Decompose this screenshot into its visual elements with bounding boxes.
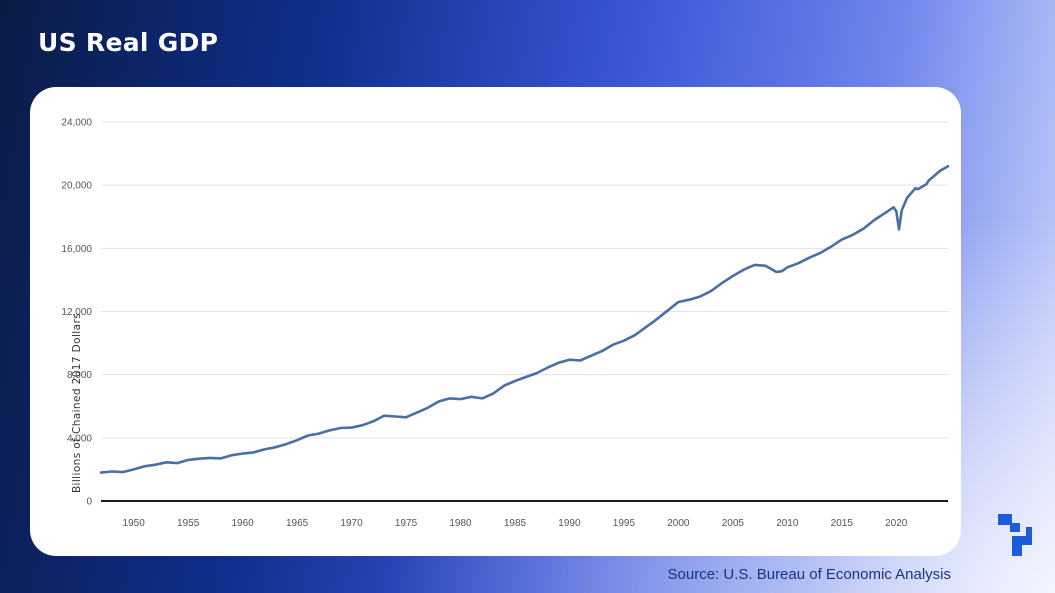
y-tick-label: 8,000 — [67, 370, 92, 381]
y-axis-label: Billions of Chained 2017 Dollars — [71, 312, 83, 494]
y-tick-label: 16,000 — [61, 244, 92, 255]
chart-card: 0 4,000 8,000 12,000 16,000 20,000 24,000 1950 1… — [30, 87, 961, 556]
x-tick-label: 1970 — [340, 518, 363, 529]
x-tick-label: 1950 — [123, 518, 146, 529]
x-tick-label: 2015 — [831, 518, 854, 529]
x-tick-label: 2020 — [885, 518, 908, 529]
y-tick-label: 20,000 — [61, 181, 92, 192]
brand-logo-icon — [998, 514, 1032, 556]
x-tick-label: 1980 — [449, 518, 472, 529]
x-tick-label: 1995 — [613, 518, 636, 529]
x-tick-label: 2000 — [667, 518, 690, 529]
x-tick-label: 2010 — [776, 518, 799, 529]
gdp-series-line — [99, 164, 950, 474]
x-tick-label: 2005 — [722, 518, 745, 529]
y-tick-label: 24,000 — [61, 118, 92, 129]
x-tick-label: 1960 — [231, 518, 254, 529]
gdp-line-chart: 0 4,000 8,000 12,000 16,000 20,000 24,000 1950 1… — [61, 118, 950, 529]
y-tick-label: 0 — [86, 497, 92, 508]
x-tick-label: 1965 — [286, 518, 309, 529]
x-tick-label: 1985 — [504, 518, 527, 529]
y-tick-label: 12,000 — [61, 307, 92, 318]
page-title: US Real GDP — [38, 28, 219, 57]
x-tick-label: 1975 — [395, 518, 418, 529]
x-tick-label: 1955 — [177, 518, 200, 529]
y-tick-label: 4,000 — [67, 433, 92, 444]
source-caption: Source: U.S. Bureau of Economic Analysis — [667, 566, 951, 583]
x-tick-label: 1990 — [558, 518, 581, 529]
